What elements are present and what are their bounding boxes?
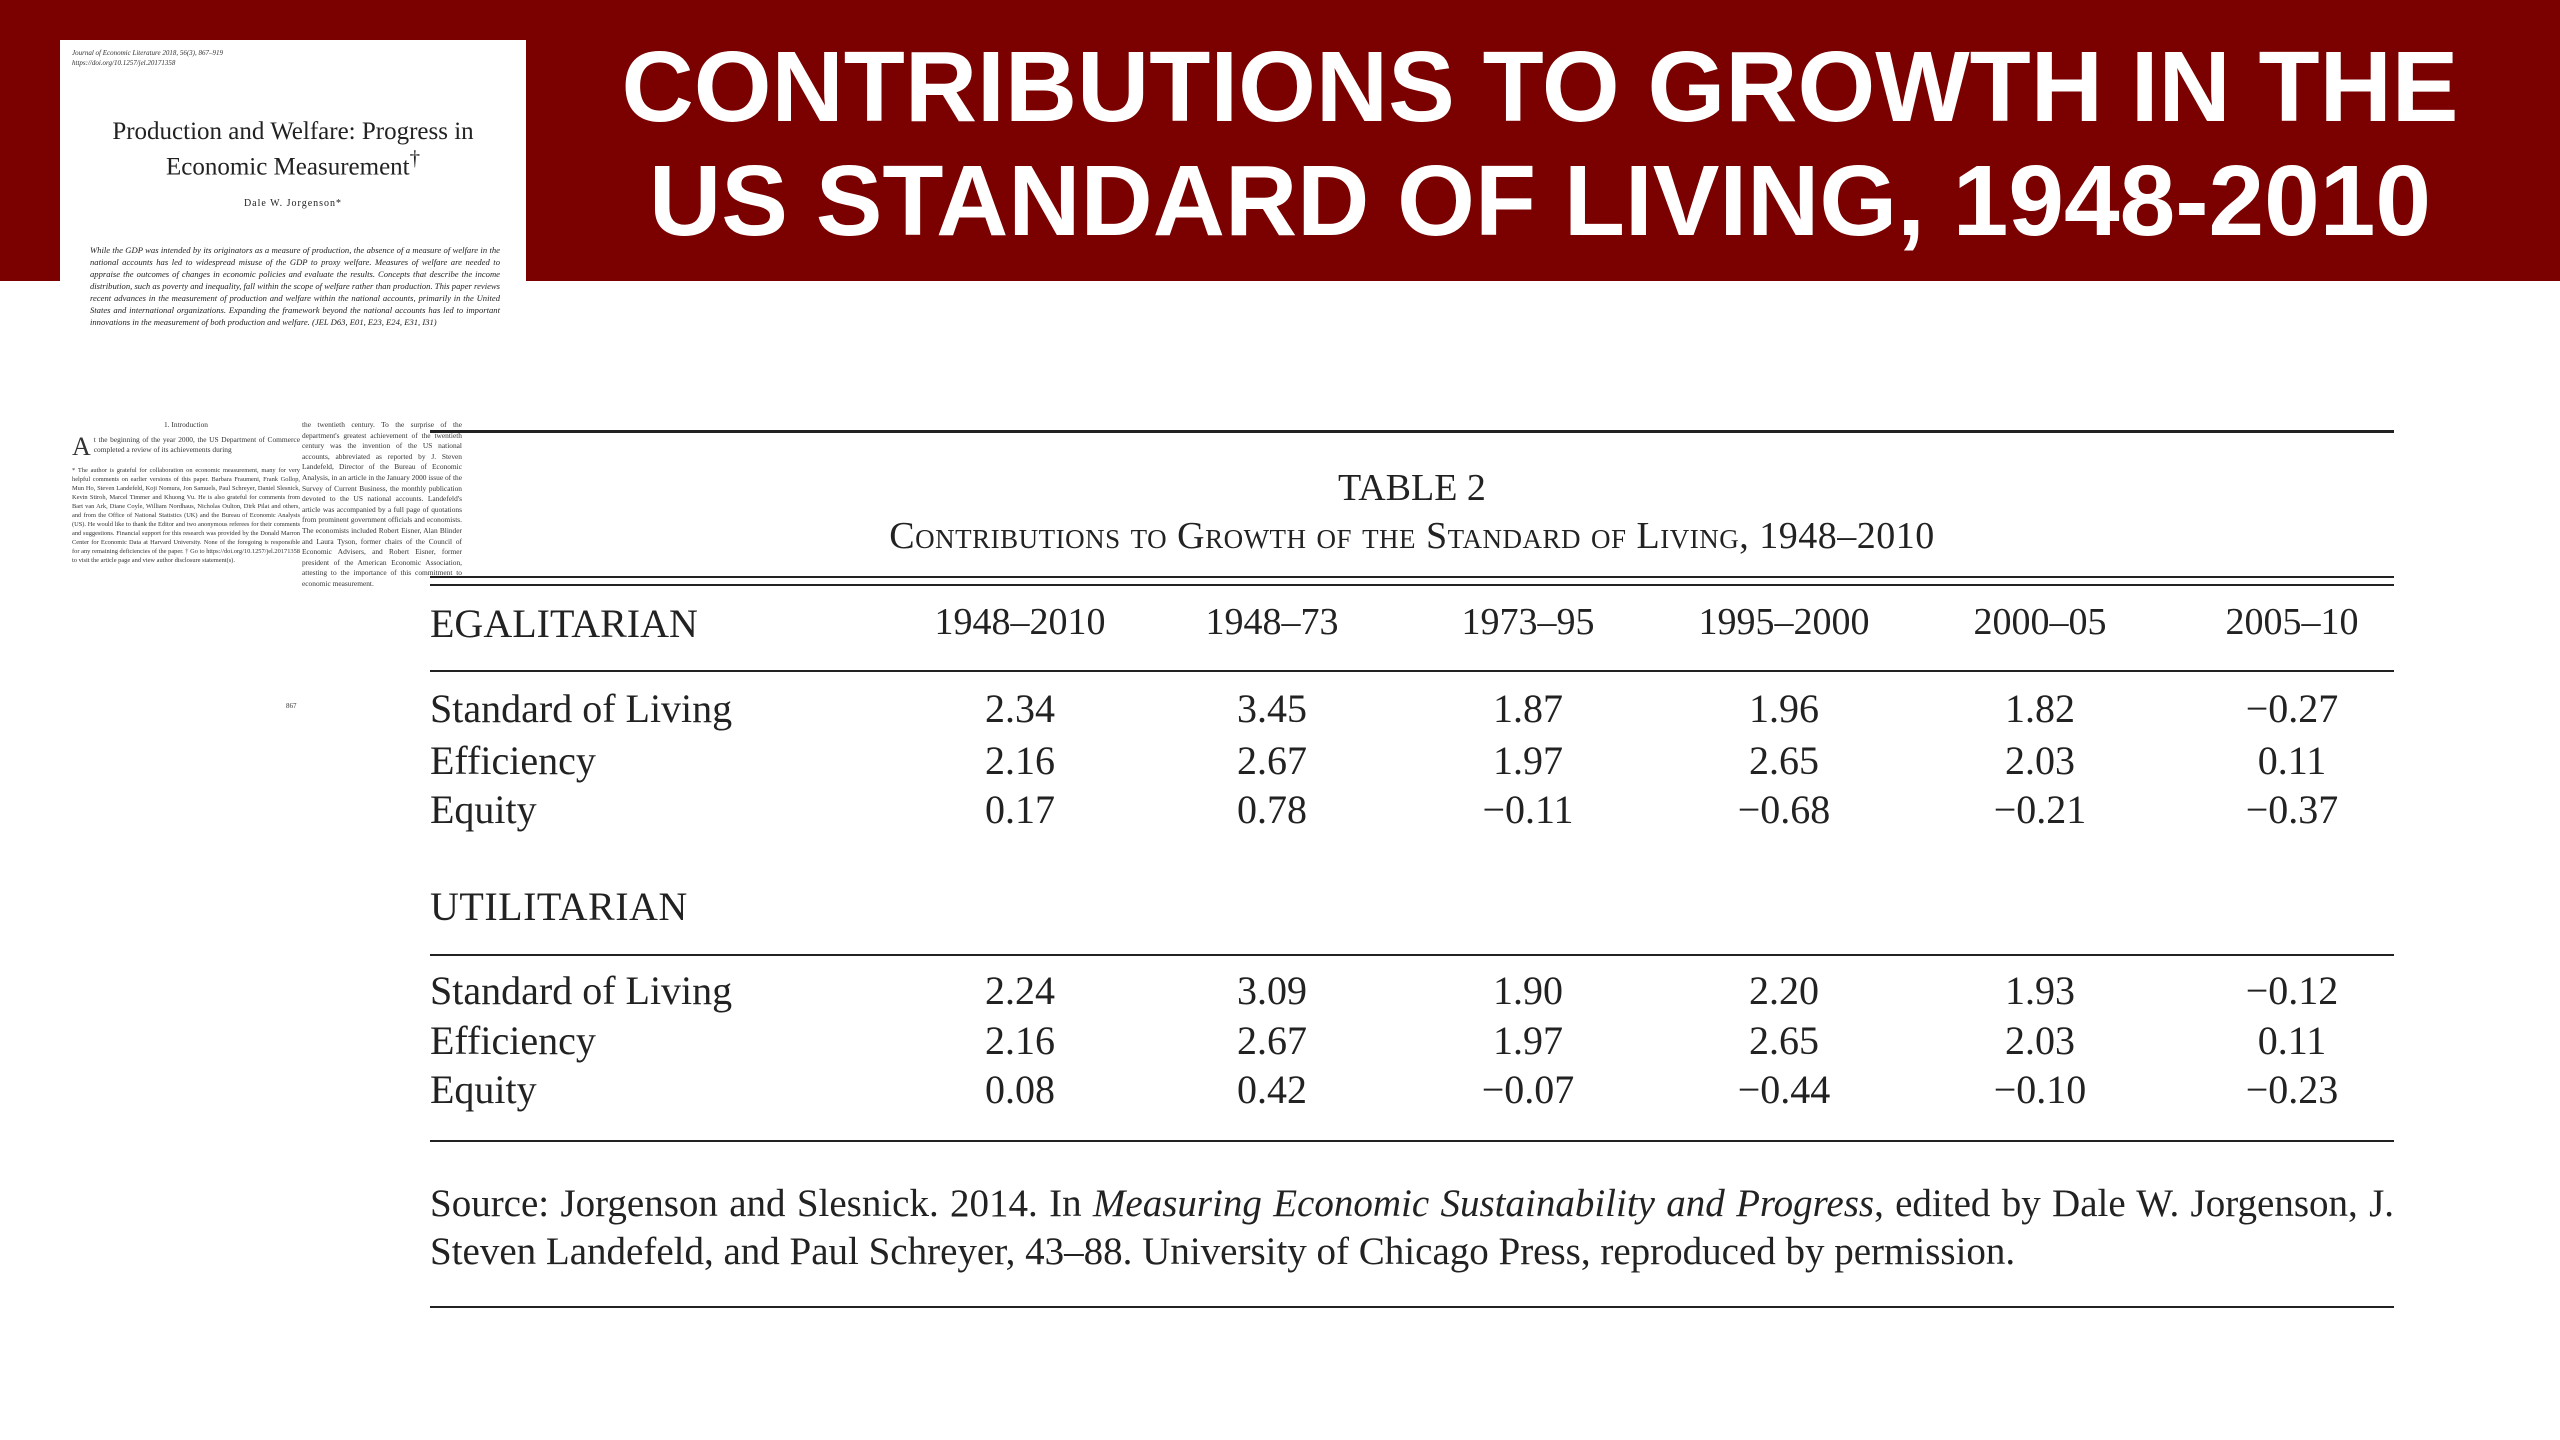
row-label: Equity — [430, 1067, 537, 1112]
table-caption: Contributions to Growth of the Standard … — [889, 515, 1935, 557]
paper-page-number: 867 — [286, 702, 297, 710]
paper-title-mark: † — [409, 146, 421, 170]
table-cell: −0.37 — [2245, 787, 2339, 832]
paper-author: Dale W. Jorgenson* — [243, 198, 343, 209]
table-row: Equity 0.08 0.42 −0.07 −0.44 −0.10 −0.23 — [430, 1066, 2394, 1116]
table-row: Standard of Living 2.34 3.45 1.87 1.96 1… — [430, 685, 2394, 735]
table-source-note: Source: Jorgenson and Slesnick. 2014. In… — [430, 1180, 2394, 1276]
paper-section-heading: 1. Introduction — [164, 420, 208, 429]
column-header: 1995–2000 — [1698, 601, 1870, 643]
table-cell: −0.10 — [1993, 1067, 2087, 1112]
slide-title: CONTRIBUTIONS TO GROWTH IN THE US STANDA… — [560, 30, 2520, 258]
source-prefix: Source: Jorgenson and Slesnick. 2014. In — [430, 1182, 1093, 1225]
table-cell: 2.67 — [1237, 738, 1307, 783]
table-row: Efficiency 2.16 2.67 1.97 2.65 2.03 0.11 — [430, 737, 2394, 787]
table-bottom-rule — [430, 1140, 2394, 1142]
table-cell: 3.09 — [1237, 968, 1307, 1013]
slide-title-line-2: US STANDARD OF LIVING, 1948-2010 — [649, 145, 2431, 257]
table-cell: −0.07 — [1481, 1067, 1575, 1112]
slide-title-line-1: CONTRIBUTIONS TO GROWTH IN THE — [621, 31, 2459, 143]
table-cell: 2.20 — [1749, 968, 1819, 1013]
row-label: Efficiency — [430, 738, 596, 783]
table-cell: −0.44 — [1737, 1067, 1831, 1112]
table-cell: 2.65 — [1749, 738, 1819, 783]
table-row: Standard of Living 2.24 3.09 1.90 2.20 1… — [430, 967, 2394, 1017]
table-cell: 1.96 — [1749, 686, 1819, 731]
table-cell: 1.97 — [1493, 1018, 1563, 1063]
table-cell: 2.03 — [2005, 1018, 2075, 1063]
table-header-row: EGALITARIAN 1948–2010 1948–73 1973–95 19… — [430, 600, 2394, 650]
paper-footnote: * The author is grateful for collaborati… — [72, 466, 300, 564]
table-cell: 1.93 — [2005, 968, 2075, 1013]
paper-right-column: the twentieth century. To the surprise o… — [302, 420, 462, 588]
table-cell: −0.11 — [1482, 787, 1574, 832]
table-cell: 1.90 — [1493, 968, 1563, 1013]
table-cell: −0.23 — [2245, 1067, 2339, 1112]
table-row: Efficiency 2.16 2.67 1.97 2.65 2.03 0.11 — [430, 1017, 2394, 1067]
group-head-utilitarian: UTILITARIAN — [430, 884, 688, 929]
table-cell: 1.97 — [1493, 738, 1563, 783]
table-cell: 2.16 — [985, 1018, 1055, 1063]
utilitarian-rule — [430, 954, 2394, 956]
source-bottom-rule — [430, 1306, 2394, 1308]
table-cell: 2.34 — [985, 686, 1055, 731]
paper-title: Production and Welfare: Progress in Econ… — [60, 118, 526, 180]
source-suffix: , edited by Dale W. Jorgenson, J. Steven… — [430, 1182, 2394, 1273]
column-header: 2000–05 — [1973, 601, 2107, 643]
paper-thumbnail: Journal of Economic Literature 2018, 56(… — [60, 40, 526, 720]
column-header: 2005–10 — [2225, 601, 2359, 643]
table-cell: 1.82 — [2005, 686, 2075, 731]
table-cell: 2.24 — [985, 968, 1055, 1013]
paper-title-text: Production and Welfare: Progress in Econ… — [112, 118, 474, 181]
column-header: 1973–95 — [1461, 601, 1595, 643]
paper-drop-cap: A — [72, 431, 91, 461]
table-cell: −0.21 — [1993, 787, 2087, 832]
table-cell: 1.87 — [1493, 686, 1563, 731]
table-cell: −0.27 — [2245, 686, 2339, 731]
table-cell: 0.78 — [1237, 787, 1307, 832]
row-label: Equity — [430, 787, 537, 832]
paper-abstract: While the GDP was intended by its origin… — [90, 245, 500, 327]
table-cell: −0.12 — [2245, 968, 2339, 1013]
table-cell: 2.16 — [985, 738, 1055, 783]
table-header-rule-1 — [430, 576, 2394, 578]
column-header: 1948–73 — [1205, 601, 1339, 643]
table-cell: 2.65 — [1749, 1018, 1819, 1063]
row-label: Standard of Living — [430, 968, 733, 1013]
source-book-title: Measuring Economic Sustainability and Pr… — [1092, 1182, 1875, 1225]
table-label: TABLE 2 — [1338, 467, 1486, 509]
table-cell: 3.45 — [1237, 686, 1307, 731]
journal-citation: Journal of Economic Literature 2018, 56(… — [72, 49, 224, 67]
table-cell: 2.67 — [1237, 1018, 1307, 1063]
table-header-rule-2 — [430, 584, 2394, 586]
table-top-rule — [430, 430, 2394, 433]
table-cell: 2.03 — [2005, 738, 2075, 783]
row-label: Efficiency — [430, 1018, 596, 1063]
table-cell: 0.17 — [985, 787, 1055, 832]
table-cell: 0.11 — [2257, 1018, 2327, 1063]
paper-left-text: t the beginning of the year 2000, the US… — [93, 434, 300, 455]
table-subheader-rule — [430, 670, 2394, 672]
paper-left-column: 1. Introduction A t the beginning of the… — [72, 420, 300, 710]
group-head-egalitarian: EGALITARIAN — [430, 601, 698, 646]
table-cell: 0.08 — [985, 1067, 1055, 1112]
table-cell: −0.68 — [1737, 787, 1831, 832]
column-header: 1948–2010 — [934, 601, 1106, 643]
table-row: Equity 0.17 0.78 −0.11 −0.68 −0.21 −0.37 — [430, 786, 2394, 836]
row-label: Standard of Living — [430, 686, 733, 731]
table-cell: 0.42 — [1237, 1067, 1307, 1112]
table-cell: 0.11 — [2257, 738, 2327, 783]
